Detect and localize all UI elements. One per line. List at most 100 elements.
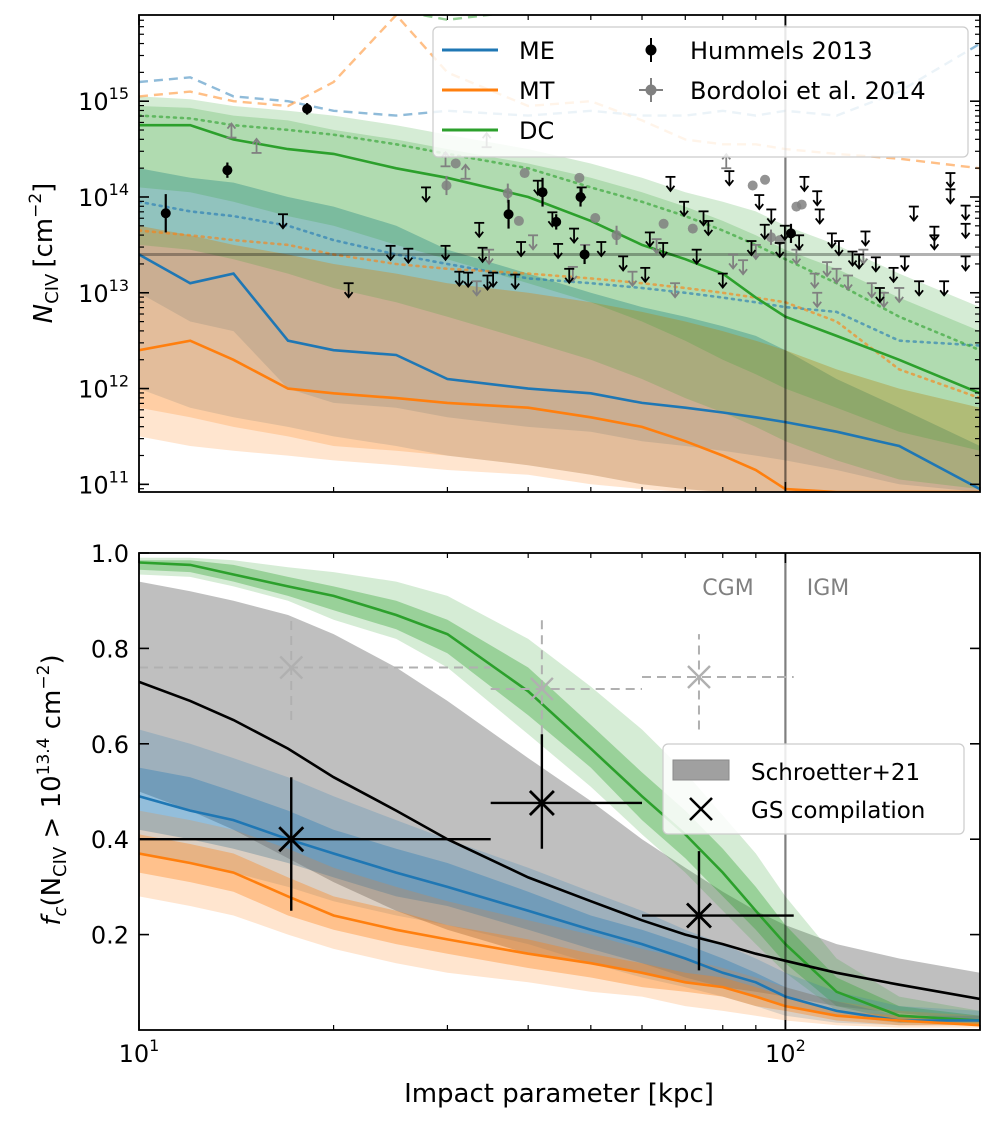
bordoloi-upper-limit [822, 261, 833, 278]
hummels-upper-limit-head [640, 276, 650, 284]
hummels-upper-limit-head [510, 283, 520, 291]
bordoloi-marker [502, 188, 513, 199]
hummels-upper-limit [564, 267, 575, 285]
bordoloi-marker [590, 213, 601, 224]
bordoloi-upper-limit [809, 272, 820, 290]
gray-cross-point [139, 615, 491, 720]
hummels-upper-limit [960, 204, 971, 222]
hummels-upper-limit [440, 244, 451, 262]
top-dc-outer-band [139, 96, 980, 490]
legend-gs-label: GS compilation [751, 798, 925, 824]
hummels-marker [785, 228, 796, 239]
bottom-ytick-label: 0.4 [91, 826, 129, 854]
bordoloi-point [611, 225, 622, 245]
top-ylabel: NCIV[cm−2] [26, 183, 63, 324]
hummels-upper-limit-head [754, 203, 764, 211]
bordoloi-upper-limit-head [670, 291, 680, 299]
bottom-me-median-line [139, 795, 980, 1022]
hummels-upper-limit [826, 232, 837, 249]
hummels-marker [302, 103, 313, 114]
hummels-upper-limit-head [679, 210, 689, 218]
bordoloi-lower-limit [251, 137, 262, 154]
top-plot-area [139, 15, 980, 492]
hummels-upper-limit [665, 175, 676, 193]
hummels-upper-limit-head [665, 185, 676, 193]
hummels-upper-limit [899, 255, 910, 272]
bordoloi-upper-limit-head [484, 258, 494, 266]
hummels-upper-limit-head [278, 222, 288, 230]
hummels-upper-limit [644, 231, 655, 248]
hummels-upper-limit [596, 241, 607, 258]
top-axes-frame [138, 14, 981, 493]
hummels-upper-limit-head [960, 232, 971, 240]
hummels-upper-limit [403, 247, 414, 265]
bottom-mt-median-line [139, 852, 980, 1027]
hummels-upper-limit-head [875, 296, 885, 304]
hummels-upper-limit-head [440, 254, 451, 262]
bordoloi-upper-limit-head [822, 270, 832, 278]
hummels-upper-limit-head [343, 291, 354, 299]
hummels-upper-limit-head [799, 185, 810, 193]
top-mt-median-line [139, 339, 980, 492]
hummels-upper-limit-head [939, 289, 949, 297]
hummels-upper-limit [833, 240, 844, 257]
hummels-upper-limit-head [403, 257, 414, 265]
top-ticks: 1011 1012 1013 1014 1015 [78, 15, 981, 499]
bordoloi-upper-limit [627, 270, 638, 288]
hummels-upper-limit-head [854, 262, 864, 270]
hummels-upper-limit-head [703, 229, 714, 237]
bordoloi-upper-limit [728, 253, 739, 270]
hummels-upper-limit [569, 227, 580, 245]
bordoloi-marker [796, 199, 807, 210]
hummels-upper-limit [929, 234, 940, 251]
hummels-upper-limit-head [421, 195, 431, 203]
hummels-upper-limit-head [945, 197, 956, 205]
bordoloi-point [796, 199, 807, 210]
hummels-upper-limit [874, 287, 885, 304]
hummels-marker [537, 187, 548, 198]
hummels-upper-limit-head [775, 251, 785, 259]
hummels-point [551, 214, 562, 230]
hummels-upper-limit-head [945, 181, 956, 189]
gray-x2 [530, 677, 554, 701]
hummels-upper-limit-head [474, 231, 484, 239]
hummels-upper-limit [860, 230, 871, 247]
bottom-xlabel: Impact parameter [kpc] [404, 1079, 714, 1109]
bordoloi-upper-limit [858, 248, 869, 266]
hummels-upper-limit [477, 246, 488, 264]
bordoloi-upper-limit-head [879, 301, 889, 309]
bottom-schroetter-median-line [139, 680, 980, 1001]
top-legend-box [432, 26, 969, 158]
bordoloi-upper-limit [738, 259, 749, 276]
bottom-dc-median-line [139, 561, 980, 1022]
hummels-upper-limit [421, 186, 432, 203]
bordoloi-upper-limit [866, 282, 877, 299]
bottom-xtick-label: 102 [765, 1036, 806, 1068]
hummels-upper-limit-head [488, 281, 498, 289]
hummels-point [222, 162, 233, 178]
hummels-upper-limit [703, 220, 714, 237]
hummels-marker [551, 216, 562, 227]
bordoloi-upper-limit [670, 282, 681, 299]
legend-bordoloi-marker [639, 78, 663, 102]
bordoloi-upper-limit-head [738, 268, 748, 276]
top-dc-median-line [139, 123, 980, 395]
hummels-point [575, 187, 586, 207]
bordoloi-marker [513, 215, 524, 226]
hummels-upper-limit [482, 274, 493, 291]
hummels-upper-limit-head [658, 251, 668, 259]
hummels-upper-limit [724, 170, 735, 187]
bordoloi-upper-limit [831, 267, 842, 285]
hummels-upper-limit-head [794, 243, 804, 251]
legend-bordoloi-label: Bordoloi et al. 2014 [690, 77, 926, 105]
hummels-upper-limit-head [553, 252, 563, 260]
hummels-upper-limit-head [827, 241, 837, 249]
hummels-upper-limit [516, 241, 527, 258]
hummels-upper-limit-head [482, 283, 493, 291]
bottom-dc-inner-band [139, 560, 980, 1026]
top-ytick-label: 1011 [78, 467, 129, 499]
bordoloi-marker [441, 180, 452, 191]
bordoloi-upper-limit-head [568, 275, 578, 283]
hummels-upper-limit-head [929, 243, 940, 251]
hummels-upper-limit [812, 190, 823, 207]
